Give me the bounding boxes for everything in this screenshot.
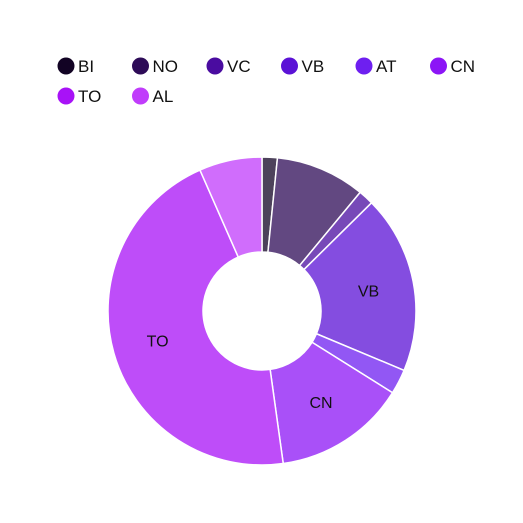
legend-swatch <box>132 87 149 105</box>
legend-swatch <box>206 57 224 75</box>
legend-label: NO <box>153 57 179 76</box>
legend-item-no[interactable]: NO <box>132 57 178 76</box>
legend-item-bi[interactable]: BI <box>57 57 95 76</box>
legend-label: AT <box>376 57 396 76</box>
legend-label: BI <box>78 57 94 76</box>
legend-item-at[interactable]: AT <box>355 57 397 76</box>
legend-swatch <box>281 57 298 75</box>
legend-item-to[interactable]: TO <box>57 87 102 106</box>
legend-label: VB <box>302 57 325 76</box>
legend-item-vb[interactable]: VB <box>281 57 324 76</box>
legend-swatch <box>57 57 75 75</box>
legend-swatch <box>57 87 75 105</box>
slice-labels: VB CN TO <box>147 283 380 412</box>
legend-swatch <box>355 57 373 75</box>
legend-item-al[interactable]: AL <box>132 87 173 106</box>
legend-swatch <box>132 57 149 75</box>
slice-cn[interactable] <box>269 341 394 465</box>
legend-label: VC <box>227 57 251 76</box>
donut-slices <box>107 156 417 466</box>
legend-item-cn[interactable]: CN <box>430 57 475 76</box>
legend: BI NO VC VB AT CN TO AL <box>57 57 475 106</box>
legend-label: TO <box>78 87 101 106</box>
slice-vb[interactable] <box>302 201 417 372</box>
slice-label-cn: CN <box>309 395 332 412</box>
legend-label: AL <box>153 87 174 106</box>
slice-al[interactable] <box>198 156 263 258</box>
slice-label-vb: VB <box>358 283 379 300</box>
legend-label: CN <box>451 57 476 76</box>
slice-to[interactable] <box>107 169 285 466</box>
legend-swatch <box>430 57 447 75</box>
slice-label-to: TO <box>147 334 169 351</box>
legend-item-vc[interactable]: VC <box>206 57 251 76</box>
